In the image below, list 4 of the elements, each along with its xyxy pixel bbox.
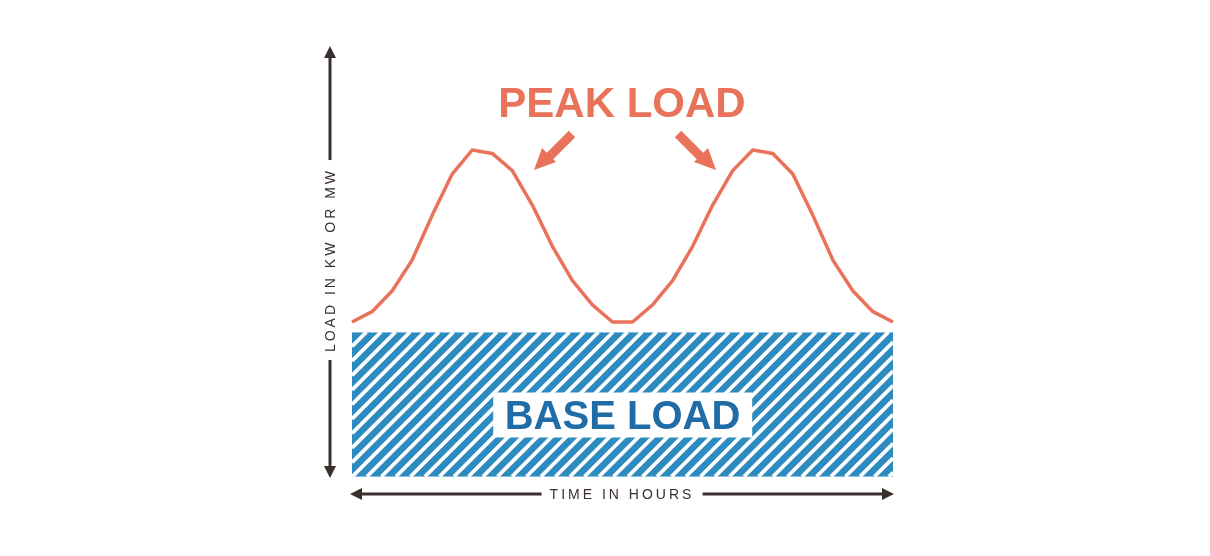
series-label: PEAK LOAD	[498, 79, 746, 127]
x-axis-title: TIME IN HOURS	[541, 486, 703, 502]
band-label: BASE LOAD	[492, 392, 753, 438]
y-axis-title: LOAD IN KW OR MW	[322, 159, 338, 361]
